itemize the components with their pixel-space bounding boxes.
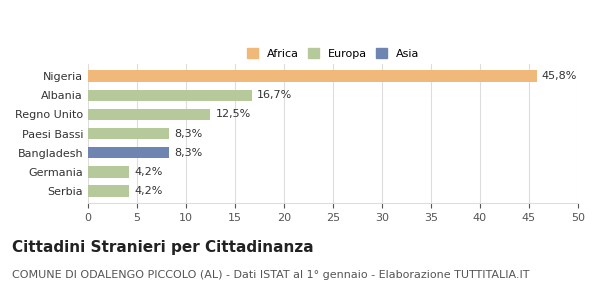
Text: 4,2%: 4,2% bbox=[134, 186, 163, 196]
Bar bbox=[88, 90, 251, 101]
Text: Cittadini Stranieri per Cittadinanza: Cittadini Stranieri per Cittadinanza bbox=[12, 240, 314, 255]
Text: 8,3%: 8,3% bbox=[174, 128, 202, 139]
Bar bbox=[88, 166, 129, 177]
Bar bbox=[88, 128, 169, 139]
Bar bbox=[88, 185, 129, 197]
Text: 4,2%: 4,2% bbox=[134, 167, 163, 177]
Text: COMUNE DI ODALENGO PICCOLO (AL) - Dati ISTAT al 1° gennaio - Elaborazione TUTTIT: COMUNE DI ODALENGO PICCOLO (AL) - Dati I… bbox=[12, 270, 530, 280]
Text: 16,7%: 16,7% bbox=[257, 90, 292, 100]
Legend: Africa, Europa, Asia: Africa, Europa, Asia bbox=[244, 45, 422, 62]
Bar bbox=[88, 109, 211, 120]
Bar bbox=[88, 70, 537, 82]
Text: 8,3%: 8,3% bbox=[174, 148, 202, 158]
Bar bbox=[88, 147, 169, 159]
Text: 12,5%: 12,5% bbox=[215, 109, 251, 119]
Text: 45,8%: 45,8% bbox=[542, 71, 577, 81]
